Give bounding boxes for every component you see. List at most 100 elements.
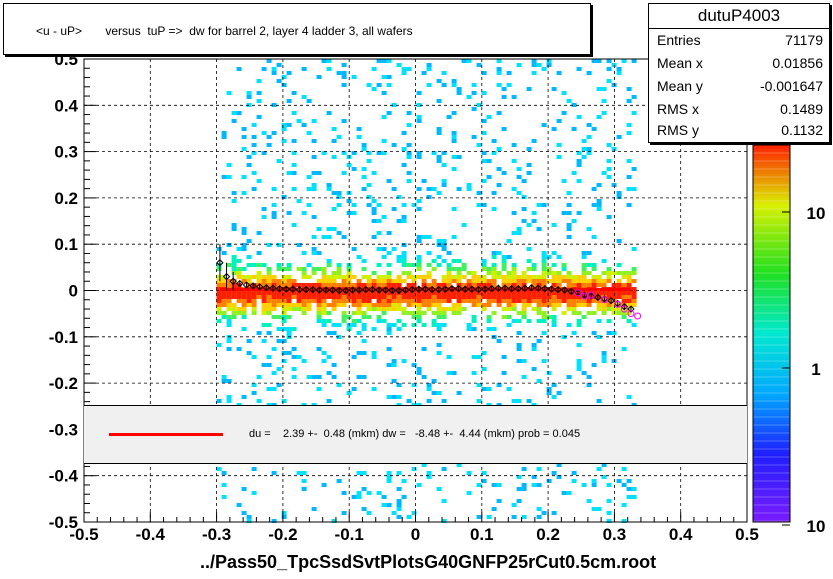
heat-cell — [276, 159, 282, 163]
heat-cell — [316, 307, 322, 311]
heat-cell — [481, 179, 487, 183]
heat-cell — [231, 271, 237, 275]
heat-cell — [326, 263, 332, 267]
heat-cell — [411, 275, 417, 279]
heat-cell — [216, 287, 222, 291]
profile-point — [594, 293, 602, 302]
heat-cell — [521, 515, 527, 519]
heat-cell — [226, 319, 232, 323]
heat-cell — [241, 231, 247, 235]
heat-cell — [296, 243, 302, 247]
heat-cell — [526, 171, 532, 175]
heat-cell — [291, 295, 297, 299]
heat-cell — [401, 323, 407, 327]
heat-cell — [476, 295, 482, 299]
heat-cell — [576, 343, 582, 347]
heat-cell — [281, 127, 287, 131]
heat-cell — [356, 283, 362, 287]
heat-cell — [561, 491, 567, 495]
heat-cell — [241, 299, 247, 303]
heat-cell — [361, 187, 367, 191]
palette-tick-label: 1 — [811, 360, 820, 379]
heat-cell — [406, 295, 412, 299]
heat-cell — [471, 315, 477, 319]
heat-cell — [301, 95, 307, 99]
heat-cell — [266, 279, 272, 283]
heat-cell — [531, 475, 537, 479]
heat-cell — [216, 399, 222, 403]
heat-cell — [401, 295, 407, 299]
heat-cell — [511, 307, 517, 311]
heat-cell — [531, 347, 537, 351]
heat-cell — [546, 299, 552, 303]
heat-cell — [596, 399, 602, 403]
heat-cell — [406, 311, 412, 315]
heat-cell — [526, 87, 532, 91]
heat-cell — [536, 311, 542, 315]
heat-cell — [436, 131, 442, 135]
heat-cell — [401, 479, 407, 483]
heat-cell — [271, 295, 277, 299]
heat-cell — [281, 511, 287, 515]
heat-cell — [566, 295, 572, 299]
heat-cell — [391, 323, 397, 327]
heat-cell — [226, 399, 232, 403]
heat-cell — [631, 279, 637, 283]
heat-cell — [616, 307, 622, 311]
heat-cell — [466, 323, 472, 327]
heat-cell — [441, 311, 447, 315]
heat-cell — [591, 279, 597, 283]
plot-title: <u - uP> versus tuP => dw for barrel 2, … — [36, 24, 413, 38]
heat-cell — [221, 295, 227, 299]
heat-cell — [331, 299, 337, 303]
heat-cell — [536, 299, 542, 303]
heat-cell — [411, 203, 417, 207]
heat-cell — [481, 351, 487, 355]
heat-cell — [506, 279, 512, 283]
heat-cell — [526, 291, 532, 295]
heat-cell — [366, 299, 372, 303]
heat-cell — [356, 279, 362, 283]
heat-cell — [331, 323, 337, 327]
heat-cell — [516, 295, 522, 299]
heat-cell — [626, 159, 632, 163]
heat-cell — [416, 255, 422, 259]
heat-cell — [391, 283, 397, 287]
heat-cell — [521, 207, 527, 211]
heat-cell — [226, 295, 232, 299]
heat-cell — [316, 227, 322, 231]
heat-cell — [511, 187, 517, 191]
heat-cell — [521, 467, 527, 471]
heat-cell — [551, 263, 557, 267]
heat-cell — [601, 463, 607, 467]
heat-cell — [266, 299, 272, 303]
heat-cell — [321, 275, 327, 279]
x-tick-label: -0.2 — [268, 525, 297, 544]
heat-cell — [421, 295, 427, 299]
heat-cell — [331, 191, 337, 195]
heat-cell — [441, 283, 447, 287]
heat-cell — [566, 235, 572, 239]
heat-cell — [436, 263, 442, 267]
profile-point — [388, 286, 397, 295]
heat-cell — [521, 299, 527, 303]
heat-cell — [391, 363, 397, 367]
heat-cell — [436, 79, 442, 83]
heat-cell — [316, 375, 322, 379]
heat-cell — [326, 295, 332, 299]
heat-cell — [221, 375, 227, 379]
heat-cell — [321, 323, 327, 327]
heat-cell — [491, 151, 497, 155]
heat-cell — [386, 479, 392, 483]
heat-cell — [521, 179, 527, 183]
heat-cell — [526, 247, 532, 251]
heat-cell — [281, 291, 287, 295]
heat-cell — [291, 187, 297, 191]
heat-cell — [446, 355, 452, 359]
heat-cell — [496, 303, 502, 307]
heat-cell — [586, 227, 592, 231]
heat-cell — [271, 275, 277, 279]
heat-cell — [516, 359, 522, 363]
heat-cell — [566, 227, 572, 231]
heat-cell — [326, 111, 332, 115]
